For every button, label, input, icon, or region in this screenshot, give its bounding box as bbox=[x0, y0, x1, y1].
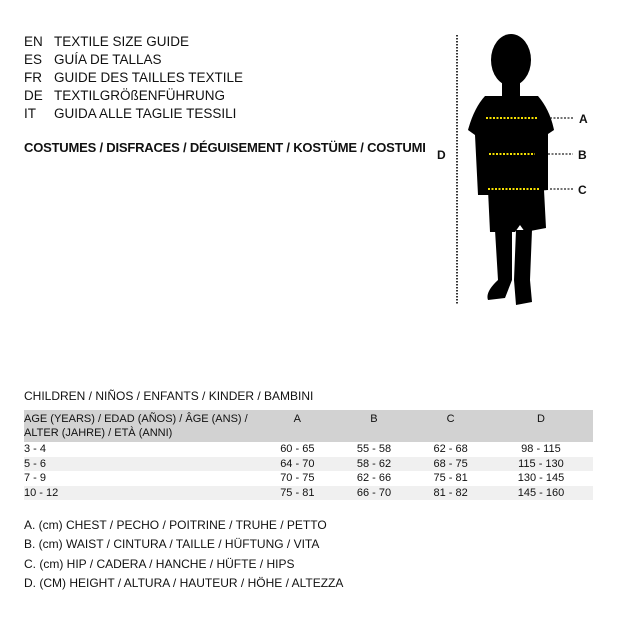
cell: 3 - 4 bbox=[24, 443, 47, 455]
cell: 130 - 145 bbox=[517, 472, 565, 484]
lang-title: GUÍA DE TALLAS bbox=[54, 52, 162, 67]
label-c: C bbox=[578, 183, 587, 197]
cell: 60 - 65 bbox=[280, 443, 315, 455]
table-row: 7 - 9 70 - 75 62 - 66 75 - 81 130 - 145 bbox=[24, 471, 593, 486]
cell: 81 - 82 bbox=[412, 485, 489, 500]
label-a: A bbox=[579, 112, 588, 126]
cell: 55 - 58 bbox=[356, 443, 392, 455]
cell: 75 - 81 bbox=[433, 472, 468, 484]
cell: 7 - 9 bbox=[24, 472, 47, 484]
lang-row: DE TEXTILGRÖßENFÜHRUNG bbox=[24, 87, 243, 105]
legend-item: D. (CM) HEIGHT / ALTURA / HAUTEUR / HÖHE… bbox=[24, 575, 344, 590]
lang-title: GUIDE DES TAILLES TEXTILE bbox=[54, 70, 244, 85]
lang-code: IT bbox=[24, 106, 36, 121]
cell: 70 - 75 bbox=[280, 472, 315, 484]
measure-lines bbox=[486, 117, 573, 190]
size-table: AGE (YEARS) / EDAD (AÑOS) / ÂGE (ANS) / … bbox=[24, 410, 593, 500]
section-title: CHILDREN / NIÑOS / ENFANTS / KINDER / BA… bbox=[24, 389, 314, 403]
legend-item: A. (cm) CHEST / PECHO / POITRINE / TRUHE… bbox=[24, 518, 327, 532]
lang-row: ES GUÍA DE TALLAS bbox=[24, 51, 243, 69]
measurement-legend: A. (cm) CHEST / PECHO / POITRINE / TRUHE… bbox=[24, 516, 343, 593]
lang-title: GUIDA ALLE TAGLIE TESSILI bbox=[54, 106, 237, 121]
header-c: C bbox=[412, 410, 489, 442]
child-silhouette-figure: A B C D bbox=[437, 34, 588, 305]
header-d: D bbox=[488, 410, 593, 442]
legend-item: B. (cm) WAIST / CINTURA / TAILLE / HÜFTU… bbox=[24, 537, 320, 552]
cell: 98 - 115 bbox=[521, 443, 561, 455]
cell: 66 - 70 bbox=[335, 485, 413, 500]
cell: 68 - 75 bbox=[412, 456, 489, 471]
lang-code: DE bbox=[24, 88, 43, 103]
lang-code: FR bbox=[24, 70, 42, 85]
cell: 58 - 62 bbox=[335, 456, 413, 471]
cell: 5 - 6 bbox=[24, 456, 259, 471]
header-a: A bbox=[259, 410, 336, 442]
table-row: 10 - 12 75 - 81 66 - 70 81 - 82 145 - 160 bbox=[24, 485, 593, 500]
table-header: AGE (YEARS) / EDAD (AÑOS) / ÂGE (ANS) / … bbox=[24, 410, 593, 442]
table-row: 5 - 6 64 - 70 58 - 62 68 - 75 115 - 130 bbox=[24, 456, 593, 471]
lang-title: TEXTILGRÖßENFÜHRUNG bbox=[54, 88, 226, 103]
header-b: B bbox=[335, 410, 413, 442]
cell: 62 - 68 bbox=[433, 443, 468, 455]
cell: 115 - 130 bbox=[488, 456, 593, 471]
lang-code: ES bbox=[24, 52, 43, 67]
lang-title: TEXTILE SIZE GUIDE bbox=[54, 34, 190, 49]
label-d: D bbox=[437, 148, 446, 162]
cell: 75 - 81 bbox=[259, 485, 336, 500]
lang-row: IT GUIDA ALLE TAGLIE TESSILI bbox=[24, 105, 243, 123]
label-b: B bbox=[578, 148, 587, 162]
cell: 10 - 12 bbox=[24, 485, 259, 500]
cell: 62 - 66 bbox=[356, 472, 392, 484]
lang-code: EN bbox=[24, 34, 43, 49]
cell: 145 - 160 bbox=[488, 485, 593, 500]
table-row: 3 - 4 60 - 65 55 - 58 62 - 68 98 - 115 bbox=[24, 442, 593, 457]
language-titles: EN TEXTILE SIZE GUIDE ES GUÍA DE TALLAS FR… bbox=[24, 33, 243, 123]
header-age: AGE (YEARS) / EDAD (AÑOS) / ÂGE (ANS) / … bbox=[24, 410, 259, 442]
lang-row: FR GUIDE DES TAILLES TEXTILE bbox=[24, 69, 243, 87]
cell: 64 - 70 bbox=[259, 456, 336, 471]
legend-item: C. (cm) HIP / CADERA / HANCHE / HÜFTE / … bbox=[24, 556, 295, 571]
lang-row: EN TEXTILE SIZE GUIDE bbox=[24, 33, 243, 51]
category-title: COSTUMES / DISFRACES / DÉGUISEMENT / KOS… bbox=[24, 140, 426, 155]
silhouette-icon bbox=[468, 34, 554, 305]
